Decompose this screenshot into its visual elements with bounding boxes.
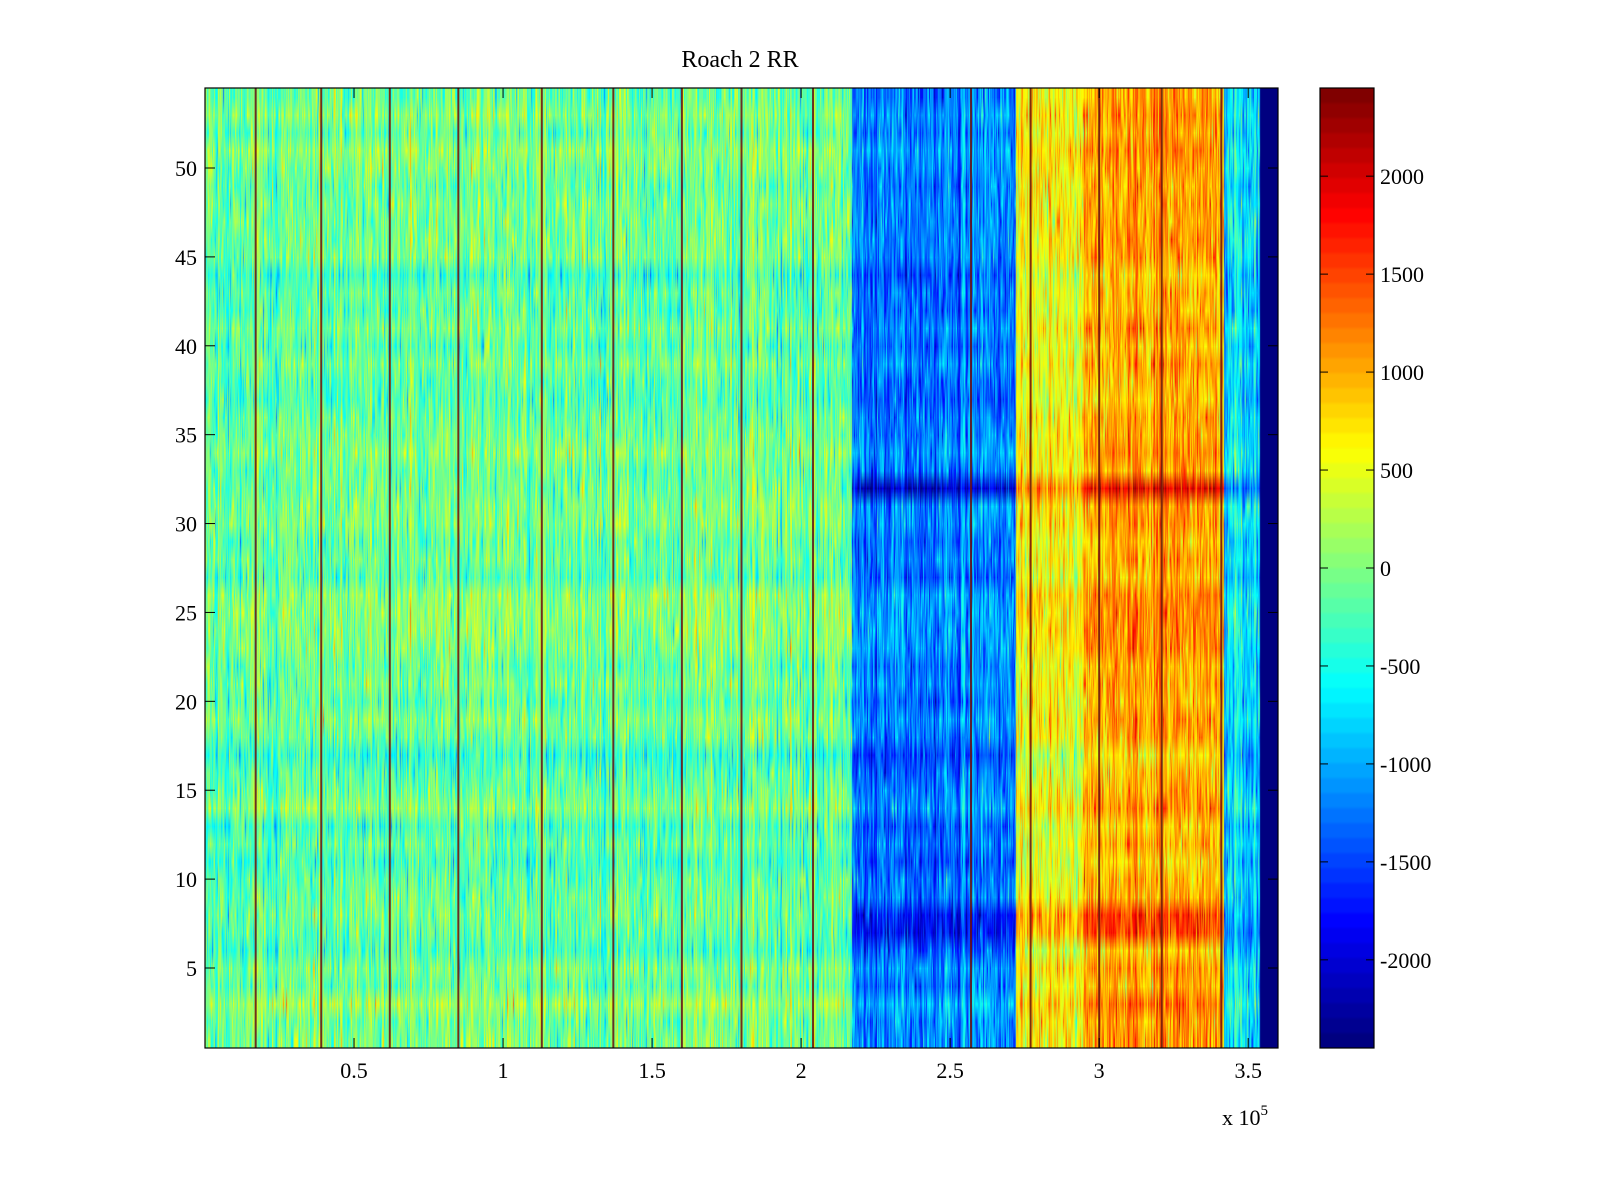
y-tick-label: 40 — [175, 334, 197, 359]
x-tick-label: 1 — [498, 1058, 509, 1083]
x-tick-label: 2.5 — [936, 1058, 964, 1083]
x-tick-label: 3 — [1094, 1058, 1105, 1083]
y-axis: 5 10 15 20 25 30 35 40 45 50 — [175, 156, 1278, 981]
colorbar-tick-label: 1000 — [1380, 360, 1424, 385]
y-tick-label: 5 — [186, 956, 197, 981]
y-tick-label: 25 — [175, 600, 197, 625]
colorbar-tick-label: -1000 — [1380, 752, 1431, 777]
plot-frame — [204, 87, 1279, 1049]
x-tick-label: 2 — [796, 1058, 807, 1083]
y-tick-label: 50 — [175, 156, 197, 181]
colorbar-tick-label: -1500 — [1380, 850, 1431, 875]
y-tick-label: 30 — [175, 512, 197, 537]
plot-area — [204, 87, 1279, 1049]
colorbar-ticks: 2000 1500 1000 500 0 -500 -1000 -1500 -2000 — [1320, 164, 1431, 973]
y-tick-label: 20 — [175, 689, 197, 714]
x-tick-label: 3.5 — [1234, 1058, 1262, 1083]
colorbar-tick-label: 500 — [1380, 458, 1413, 483]
colorbar-tick-label: 1500 — [1380, 262, 1424, 287]
colorbar-tick-label: -2000 — [1380, 948, 1431, 973]
colorbar-tick-label: 2000 — [1380, 164, 1424, 189]
dark-vertical-lines — [254, 88, 1223, 1048]
colorbar-tick-label: -500 — [1380, 654, 1420, 679]
colorbar-gradient — [1320, 88, 1374, 1048]
y-tick-label: 45 — [175, 245, 197, 270]
x-tick-label: 0.5 — [340, 1058, 368, 1083]
y-tick-label: 10 — [175, 867, 197, 892]
colorbar: 2000 1500 1000 500 0 -500 -1000 -1500 -2000 — [1319, 87, 1431, 1049]
y-tick-label: 35 — [175, 423, 197, 448]
x-axis: 0.5 1 1.5 2 2.5 3 3.5 — [340, 88, 1262, 1083]
chart-title: Roach 2 RR — [681, 47, 798, 73]
x-tick-label: 1.5 — [638, 1058, 666, 1083]
colorbar-tick-label: 0 — [1380, 556, 1391, 581]
y-tick-label: 15 — [175, 778, 197, 803]
x-multiplier-label: x 105 — [1222, 1103, 1268, 1130]
